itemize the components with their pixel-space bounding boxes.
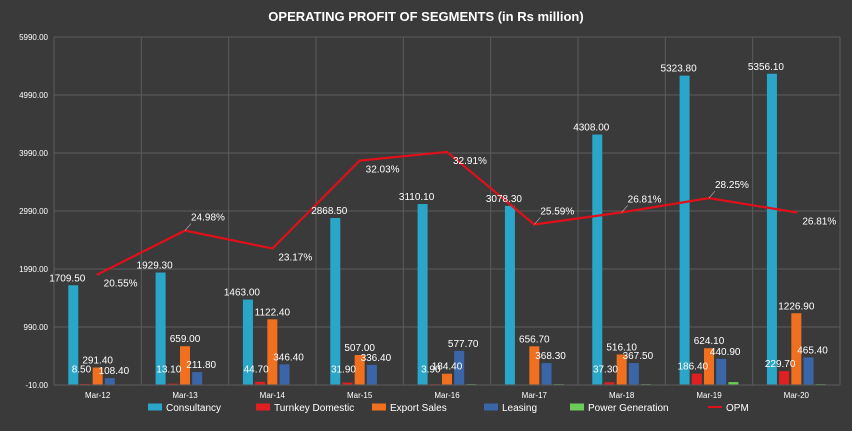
data-label-leasing: 368.30: [535, 351, 566, 362]
opm-data-label: 26.81%: [628, 194, 662, 205]
opm-point: [96, 273, 98, 275]
bar-leasing: [105, 378, 115, 384]
y-tick-label: -10.00: [25, 381, 48, 390]
legend-label: Consultancy: [166, 403, 221, 414]
x-tick-label: Mar-12: [85, 391, 111, 400]
bar-consultancy: [767, 74, 777, 385]
data-label-export-sales: 1122.40: [255, 307, 291, 318]
opm-data-label: 28.25%: [715, 180, 749, 191]
data-label-consultancy: 3078.30: [486, 194, 523, 205]
data-label-consultancy: 3110.10: [399, 192, 435, 203]
y-tick-label: 5990.00: [19, 33, 48, 42]
bar-leasing: [629, 363, 639, 384]
opm-data-label: 23.17%: [278, 252, 312, 263]
opm-data-label: 32.91%: [453, 156, 487, 167]
data-label-consultancy: 5323.80: [661, 64, 698, 75]
bar-leasing: [804, 357, 814, 384]
data-label-turnkey-domestic: 31.90: [331, 364, 356, 375]
x-tick-label: Mar-18: [609, 391, 635, 400]
data-label-leasing: 336.40: [361, 353, 392, 364]
bar-leasing: [542, 363, 552, 384]
bar-turnkey-domestic: [255, 382, 265, 385]
legend-label: Power Generation: [588, 403, 669, 414]
opm-data-label: 25.59%: [540, 206, 574, 217]
legend-swatch: [570, 404, 584, 411]
x-tick-label: Mar-14: [260, 391, 286, 400]
data-label-export-sales: 1226.90: [778, 301, 815, 312]
data-label-leasing: 577.70: [448, 339, 479, 350]
y-tick-label: 2990.00: [19, 207, 48, 216]
bar-leasing: [280, 364, 290, 384]
bar-consultancy: [330, 218, 340, 384]
legend-label: OPM: [726, 403, 749, 414]
y-tick-label: 990.00: [24, 323, 49, 332]
bar-turnkey-domestic: [779, 371, 789, 384]
data-label-consultancy: 4308.00: [573, 123, 610, 134]
x-tick-label: Mar-19: [696, 391, 722, 400]
data-label-turnkey-domestic: 186.40: [678, 362, 709, 373]
x-tick-label: Mar-15: [347, 391, 373, 400]
bar-leasing: [716, 359, 726, 385]
x-tick-label: Mar-20: [784, 391, 810, 400]
bar-turnkey-domestic: [342, 383, 352, 385]
legend-label: Leasing: [502, 403, 537, 414]
data-label-consultancy: 1709.50: [49, 273, 86, 284]
y-tick-label: 4990.00: [19, 91, 48, 100]
data-label-export-sales: 659.00: [170, 334, 201, 345]
opm-data-label: 24.98%: [191, 213, 225, 224]
x-tick-label: Mar-13: [172, 391, 198, 400]
y-tick-label: 3990.00: [19, 149, 48, 158]
data-label-consultancy: 1463.00: [224, 288, 261, 299]
opm-data-label: 32.03%: [366, 165, 400, 176]
data-label-turnkey-domestic: 229.70: [765, 359, 796, 370]
data-label-leasing: 346.40: [273, 352, 304, 363]
data-label-turnkey-domestic: 13.10: [156, 364, 181, 375]
legend-swatch: [484, 404, 498, 411]
opm-point: [795, 211, 797, 213]
data-label-leasing: 440.90: [710, 347, 741, 358]
bar-leasing: [367, 365, 377, 385]
legend-swatch: [148, 404, 162, 411]
data-label-export-sales: 656.70: [519, 334, 550, 345]
bar-turnkey-domestic: [168, 384, 178, 385]
opm-point: [358, 159, 360, 161]
legend-label: Export Sales: [390, 403, 447, 414]
bar-consultancy: [505, 206, 515, 385]
x-axis: Mar-12 Mar-13 Mar-14 Mar-15 Mar-16 Mar-17 Mar-…: [85, 391, 810, 400]
opm-point: [446, 151, 448, 153]
bar-leasing: [192, 372, 202, 384]
data-label-turnkey-domestic: 44.70: [244, 364, 269, 375]
legend-label: Turnkey Domestic: [274, 403, 354, 414]
opm-point: [271, 247, 273, 249]
data-label-export-sales: 184.40: [432, 362, 463, 373]
bar-consultancy: [680, 76, 690, 385]
data-label-leasing: 108.40: [99, 366, 130, 377]
x-tick-label: Mar-16: [434, 391, 460, 400]
data-label-leasing: 211.80: [186, 360, 216, 371]
opm-data-label: 26.81%: [802, 216, 836, 227]
data-label-leasing: 367.50: [623, 351, 654, 362]
bar-turnkey-domestic: [692, 374, 702, 385]
data-label-consultancy: 2868.50: [311, 206, 348, 217]
bar-consultancy: [592, 135, 602, 385]
legend-swatch: [372, 404, 386, 411]
y-tick-label: 1990.00: [19, 265, 48, 274]
data-label-turnkey-domestic: 37.30: [593, 364, 618, 375]
data-label-consultancy: 1929.30: [137, 261, 174, 272]
opm-data-label: 20.55%: [104, 278, 138, 289]
data-label-leasing: 465.40: [797, 345, 828, 356]
data-label-export-sales: 291.40: [82, 356, 113, 367]
bar-export-sales: [442, 374, 452, 385]
bar-turnkey-domestic: [604, 382, 614, 384]
bar-consultancy: [418, 204, 428, 384]
data-label-consultancy: 5356.10: [748, 62, 785, 73]
x-tick-label: Mar-17: [522, 391, 548, 400]
data-label-export-sales: 624.10: [694, 336, 725, 347]
legend-swatch: [256, 404, 270, 411]
chart-title: OPERATING PROFIT OF SEGMENTS (in Rs mill…: [268, 9, 583, 24]
bar-power-generation: [728, 382, 738, 384]
